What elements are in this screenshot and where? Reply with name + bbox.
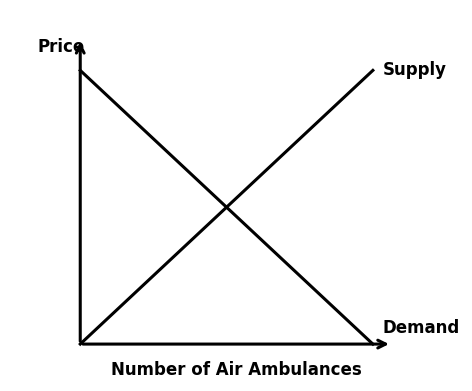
Text: Price: Price (38, 38, 85, 56)
Text: Demand: Demand (382, 319, 460, 337)
Text: Supply: Supply (382, 61, 447, 79)
Text: Number of Air Ambulances: Number of Air Ambulances (110, 361, 362, 379)
